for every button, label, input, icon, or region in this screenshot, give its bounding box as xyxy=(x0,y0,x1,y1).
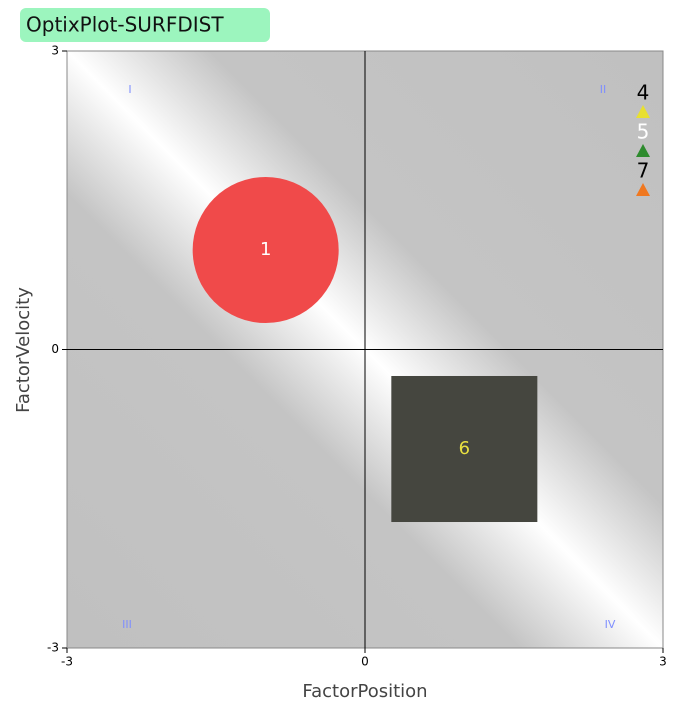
x-axis-title: FactorPosition xyxy=(302,681,427,702)
y-axis-title: FactorVelocity xyxy=(13,287,34,413)
legend-label: 7 xyxy=(637,159,650,183)
quadrant-label: III xyxy=(122,618,132,631)
y-tick-label: 3 xyxy=(51,44,59,58)
y-tick-label: 0 xyxy=(51,342,59,356)
y-tick-label: -3 xyxy=(47,641,59,655)
square-marker xyxy=(391,375,538,523)
point-label: 1 xyxy=(260,239,271,260)
quadrant-label: I xyxy=(128,83,131,96)
x-tick-label: 0 xyxy=(361,655,369,669)
legend-label: 5 xyxy=(637,120,650,144)
bubble xyxy=(192,176,339,324)
point-label: 6 xyxy=(459,438,470,459)
x-tick-label: 3 xyxy=(659,655,667,669)
x-tick-label: -3 xyxy=(61,655,73,669)
title-background xyxy=(20,8,270,42)
quadrant-label: IV xyxy=(605,618,616,631)
legend-marker xyxy=(636,105,650,118)
chart-title: OptixPlot-SURFDIST xyxy=(26,13,224,37)
legend-marker xyxy=(636,183,650,196)
legend-label: 4 xyxy=(637,81,650,105)
quadrant-label: II xyxy=(600,83,607,96)
legend-marker xyxy=(636,144,650,157)
